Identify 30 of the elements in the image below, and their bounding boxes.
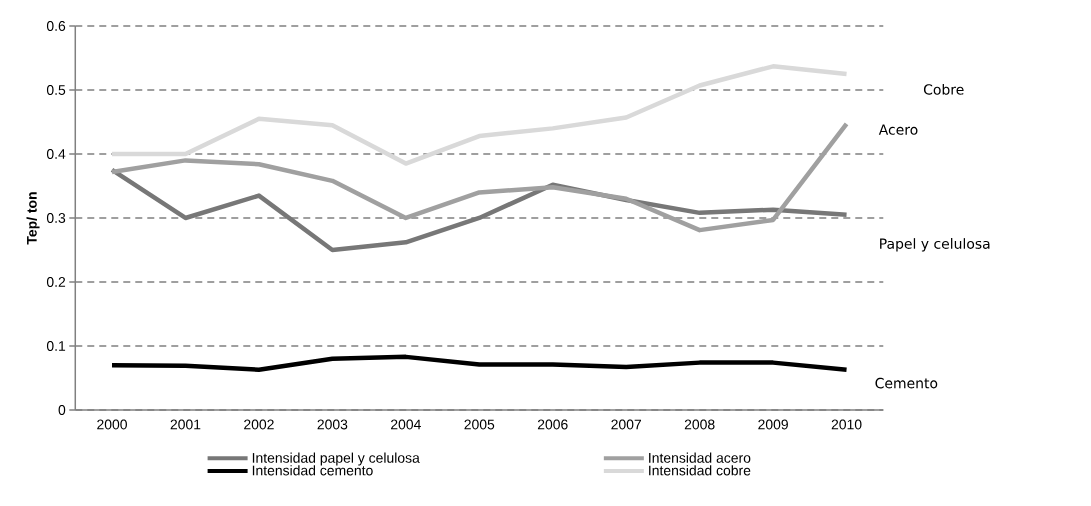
x-tick-label: 2009 [758,419,788,430]
x-tick-label: 2005 [464,419,495,430]
x-tick-label: 2006 [537,419,568,430]
annotation: Papel y celulosa [880,238,990,252]
annotation: Acero [878,124,918,135]
annotation: Cemento [875,377,938,389]
x-tick-label: 2000 [97,419,127,430]
text: Cobre [923,83,964,95]
y-tick-label: 0.2 [46,277,66,287]
line-series [109,121,849,233]
x-tick-label: 2010 [831,419,862,430]
x-tick-label: 2008 [684,419,715,430]
legend-label: Intensidad cobre [649,465,751,476]
legend-label: Intensidad acero [649,452,751,463]
line-series [109,64,849,166]
y-axis-title: Tep/ ton [26,192,40,245]
legend-label: Intensidad papel y celulosa [252,452,420,466]
y-tick-label: 0 [58,405,66,415]
line-series [109,354,849,372]
y-tick-label: 0.6 [46,21,66,31]
y-tick-label: 0.3 [46,213,66,223]
x-tick-label: 2004 [391,419,421,430]
y-tick-label: 0.1 [46,341,66,351]
y-tick-label: 0.4 [46,149,66,159]
x-tick-label: 2003 [317,419,348,430]
x-tick-label: 2001 [170,419,201,430]
y-tick-label: 0.5 [46,85,66,95]
x-tick-label: 2007 [611,419,642,430]
x-tick-label: 2002 [244,419,274,430]
legend-label: Intensidad cemento [252,465,373,476]
